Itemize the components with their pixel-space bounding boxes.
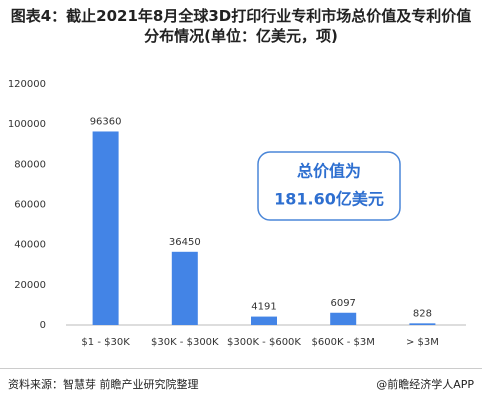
x-tick-label: $300K - $600K (227, 337, 301, 348)
data-label: 6097 (330, 298, 355, 309)
y-tick-label: 0 (40, 320, 46, 331)
source: 资料来源：智慧芽 前瞻产业研究院整理 (8, 378, 199, 391)
x-tick-label: $1 - $30K (81, 337, 130, 348)
data-label: 4191 (251, 302, 276, 313)
footer: @前瞻经济学人APP (376, 378, 474, 391)
y-tick-label: 80000 (14, 159, 46, 170)
annotation: 181.60亿美元 (274, 190, 384, 209)
bar (171, 251, 198, 325)
annotation: 总价值为 (297, 162, 361, 181)
x-tick-label: $30K - $300K (151, 337, 219, 348)
y-tick-label: 120000 (8, 79, 46, 90)
data-label: 828 (413, 308, 432, 319)
y-tick-label: 100000 (8, 119, 46, 130)
bar (409, 323, 436, 325)
bar (330, 312, 357, 325)
y-tick-label: 60000 (14, 200, 46, 211)
chart: 0 20000 40000 60000 80000 100000 120000 $1 - $3… (8, 79, 466, 348)
bar (92, 131, 119, 325)
x-tick-label: $600K - $3M (312, 337, 375, 348)
data-label: 36450 (169, 237, 201, 248)
y-tick-label: 40000 (14, 240, 46, 251)
chart-title: 图表4：截止2021年8月全球3D打印行业专利市场总价值及专利价值分布情况(单位… (10, 7, 472, 45)
separator (0, 368, 482, 369)
y-tick-label: 20000 (14, 280, 46, 291)
x-tick-label: > $3M (406, 337, 439, 348)
annotation-box (257, 151, 401, 221)
data-label: 96360 (90, 116, 122, 127)
bar (251, 316, 277, 325)
